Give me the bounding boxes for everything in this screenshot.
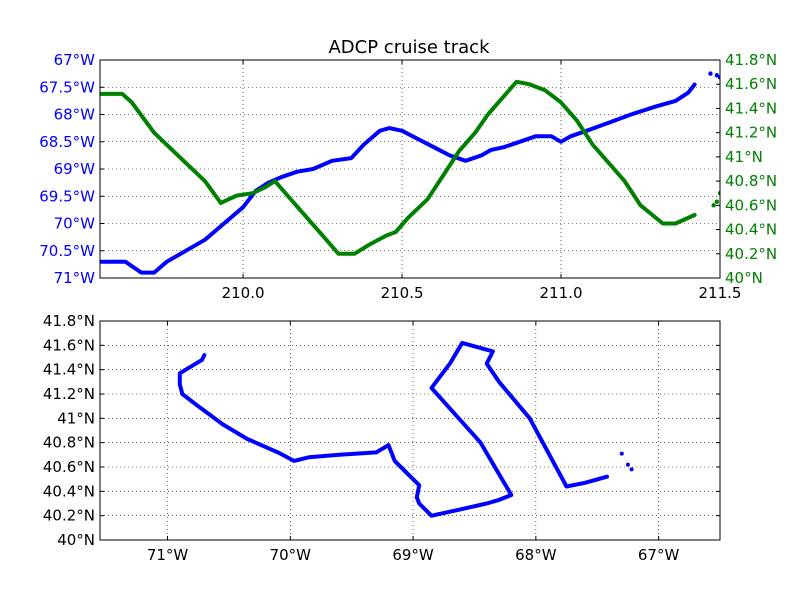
bottom-panel-plot: 71°W 70°W 69°W 68°W 67°W 41.8°N 41.6°N 41.4°N 41… [43,312,721,564]
top-left-y-tick-label: 70.5°W [39,242,95,260]
top-right-y-tick-label: 41.2°N [725,124,777,142]
bottom-series-1-point [619,451,624,456]
bottom-x-tick-label: 69°W [392,546,434,564]
bottom-y-tick-label: 41.2°N [43,385,95,403]
top-right-y-tick-label: 41.8°N [725,51,777,69]
top-right-y-tick-label: 40°N [725,269,763,287]
top-right-y-tick-label: 40.2°N [725,245,777,263]
top-left-y-tick-label: 71°W [54,269,96,287]
top-series-1-point [717,75,720,80]
bottom-y-tick-label: 41.8°N [43,312,95,330]
bottom-y-tick-label: 41.6°N [43,336,95,354]
bottom-x-tick-label: 67°W [638,546,680,564]
bottom-x-tick-label: 68°W [515,546,557,564]
bottom-series-0-line [177,340,609,518]
chart-title: ADCP cruise track [328,37,490,58]
bottom-y-tick-label: 40.6°N [43,458,95,476]
bottom-x-tick-label: 71°W [147,546,189,564]
top-left-y-tick-label: 67.5°W [39,78,95,96]
bottom-series-1-point [625,462,630,467]
top-right-y-tick-label: 40.8°N [725,172,777,190]
top-left-y-tick-label: 68°W [54,106,96,124]
bottom-y-tick-label: 40.8°N [43,434,95,452]
top-right-y-tick-label: 40.6°N [725,196,777,214]
top-series-0-line [100,82,697,275]
top-panel-plot: 210.0 210.5 211.0 211.5 67°W 67.5°W 68°W 68.5°W… [39,51,777,302]
bottom-series-1-point [629,467,634,472]
bottom-y-tick-label: 41.4°N [43,361,95,379]
top-right-y-tick-label: 40.4°N [725,221,777,239]
bottom-y-tick-label: 41°N [57,409,95,427]
top-series-1-point [708,71,713,76]
top-x-tick-label: 211.0 [540,284,583,302]
top-x-tick-label: 210.5 [381,284,424,302]
top-series-2-line [100,79,697,256]
top-series-group [100,71,720,275]
top-right-y-tick-label: 41.6°N [725,75,777,93]
top-x-tick-label: 210.0 [222,284,265,302]
top-left-y-tick-label: 68.5°W [39,133,95,151]
top-x-tick-label: 211.5 [699,284,742,302]
top-series-3-point [714,199,720,204]
top-left-y-tick-label: 67°W [54,51,96,69]
bottom-y-tick-label: 40.4°N [43,482,95,500]
top-series-3-point [717,191,720,196]
top-left-y-tick-label: 69°W [54,160,96,178]
top-right-y-tick-label: 41.4°N [725,99,777,117]
top-series-3-point [711,203,716,208]
top-series-1-point [714,73,720,78]
bottom-x-tick-label: 70°W [270,546,312,564]
bottom-series-group [177,340,634,518]
top-left-y-tick-label: 69.5°W [39,187,95,205]
bottom-y-tick-label: 40.2°N [43,507,95,525]
top-right-y-tick-label: 41°N [725,148,763,166]
top-left-y-tick-label: 70°W [54,215,96,233]
bottom-y-tick-label: 40°N [57,531,95,549]
bottom-axes-frame [99,320,721,541]
